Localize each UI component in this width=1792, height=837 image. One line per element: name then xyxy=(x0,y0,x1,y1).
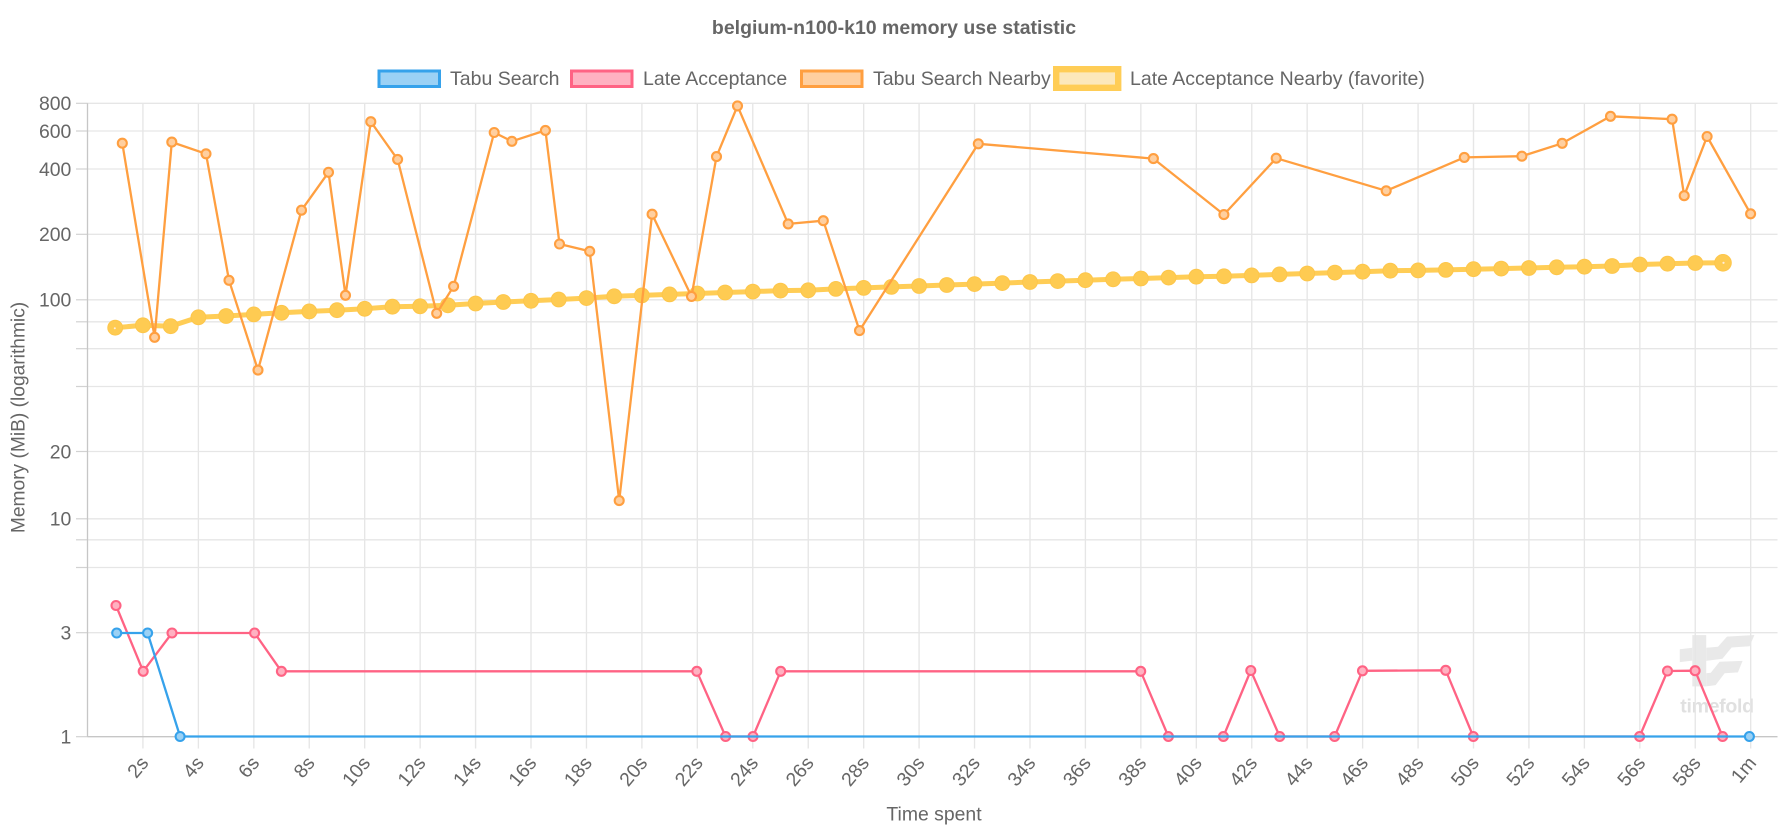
svg-text:800: 800 xyxy=(39,93,72,115)
svg-text:belgium-n100-k10 memory use st: belgium-n100-k10 memory use statistic xyxy=(712,17,1076,39)
svg-text:Tabu Search: Tabu Search xyxy=(450,68,560,90)
svg-text:600: 600 xyxy=(39,121,72,143)
svg-text:Late Acceptance: Late Acceptance xyxy=(643,68,787,90)
svg-text:Memory (MiB) (logarithmic): Memory (MiB) (logarithmic) xyxy=(9,302,30,533)
svg-text:10: 10 xyxy=(50,509,72,531)
svg-text:timefold: timefold xyxy=(1680,696,1753,718)
svg-text:400: 400 xyxy=(39,159,72,181)
svg-text:1: 1 xyxy=(61,727,72,749)
svg-text:Late Acceptance Nearby (favori: Late Acceptance Nearby (favorite) xyxy=(1130,68,1425,90)
svg-text:200: 200 xyxy=(39,224,72,246)
svg-text:3: 3 xyxy=(61,623,72,645)
svg-text:Tabu Search Nearby: Tabu Search Nearby xyxy=(873,68,1051,90)
svg-text:100: 100 xyxy=(39,290,72,312)
svg-text:20: 20 xyxy=(50,441,72,463)
svg-text:Time spent: Time spent xyxy=(886,804,982,826)
